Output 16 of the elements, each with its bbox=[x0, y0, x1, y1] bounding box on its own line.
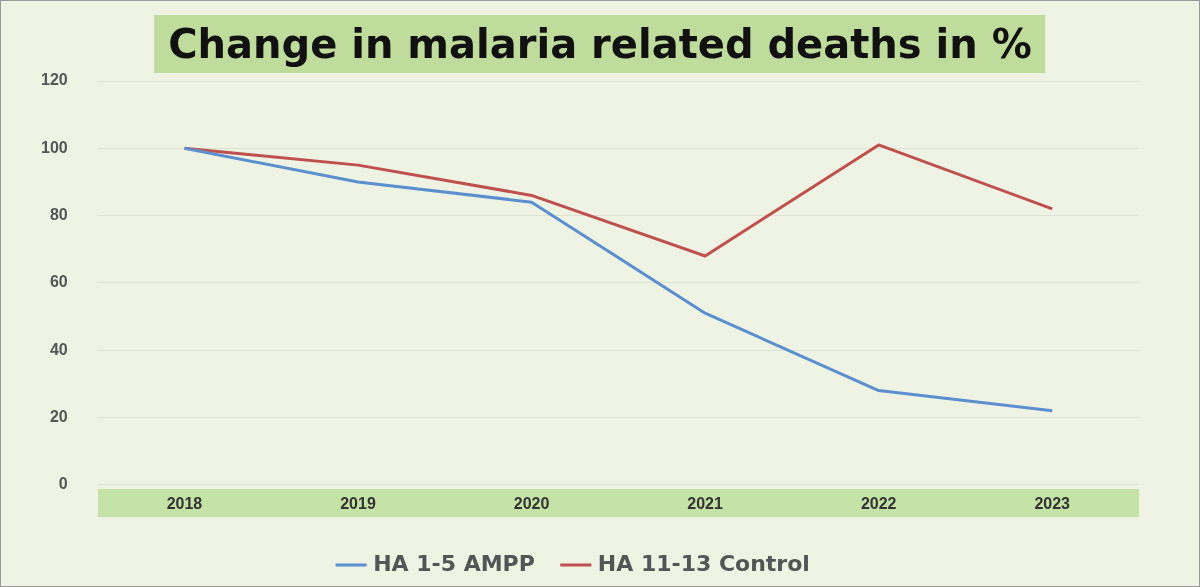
x-tick-label: 2019 bbox=[340, 494, 376, 512]
x-tick-label: 2022 bbox=[860, 494, 897, 512]
chart-title: Change in malaria related deaths in % bbox=[154, 15, 1046, 73]
x-tick-label: 2021 bbox=[687, 494, 724, 512]
x-tick-label: 2020 bbox=[513, 494, 550, 512]
y-tick-label: 40 bbox=[49, 340, 68, 358]
y-tick-label: 120 bbox=[40, 71, 68, 89]
y-tick-label: 20 bbox=[49, 407, 68, 425]
x-tick-label: 2018 bbox=[166, 494, 203, 512]
y-tick-label: 0 bbox=[58, 475, 68, 493]
legend-label: HA 11-13 Control bbox=[597, 550, 810, 576]
y-tick-label: 100 bbox=[40, 138, 68, 156]
y-tick-label: 60 bbox=[49, 273, 68, 291]
x-tick-label: 2023 bbox=[1034, 494, 1071, 512]
y-tick-label: 80 bbox=[49, 206, 68, 224]
legend-label: HA 1-5 AMPP bbox=[373, 550, 535, 576]
